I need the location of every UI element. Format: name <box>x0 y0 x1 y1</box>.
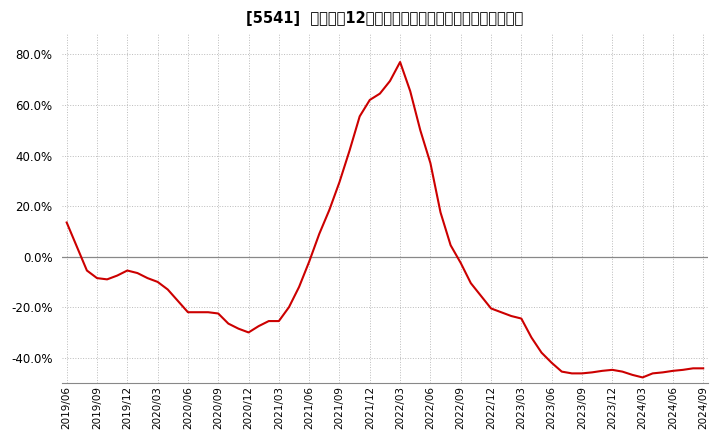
Title: [5541]  売上高の12か月移動合計の対前年同期増減率の推移: [5541] 売上高の12か月移動合計の対前年同期増減率の推移 <box>246 11 523 26</box>
